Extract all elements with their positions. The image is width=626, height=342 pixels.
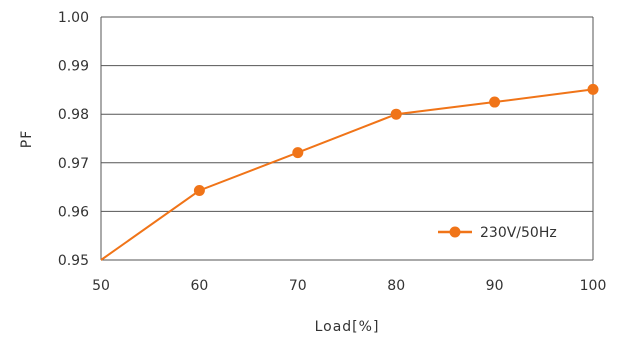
x-tick-labels: 50 60 70 80 90 100 <box>92 278 606 294</box>
y-tick-label: 1.00 <box>58 10 89 26</box>
legend-marker <box>449 226 461 238</box>
x-tick-label: 60 <box>190 278 208 294</box>
y-tick-label: 0.97 <box>58 156 89 172</box>
x-tick-label: 50 <box>92 278 110 294</box>
legend: 230V/50Hz <box>438 225 557 241</box>
series-group <box>100 83 599 261</box>
data-point <box>292 147 304 159</box>
data-point <box>193 185 205 197</box>
x-tick-label: 100 <box>580 278 607 294</box>
series-line <box>100 88 594 261</box>
x-axis-title: Load[%] <box>315 319 380 335</box>
x-tick-label: 90 <box>486 278 504 294</box>
y-axis-title: PF <box>19 130 35 149</box>
legend-label: 230V/50Hz <box>480 225 557 241</box>
y-tick-label: 0.99 <box>58 59 89 75</box>
y-tick-label: 0.98 <box>58 107 89 123</box>
y-tick-label: 0.95 <box>58 253 89 269</box>
data-point <box>390 108 402 120</box>
x-tick-label: 80 <box>387 278 405 294</box>
x-tick-label: 70 <box>289 278 307 294</box>
y-tick-label: 0.96 <box>58 204 89 220</box>
y-tick-labels: 0.95 0.96 0.97 0.98 0.99 1.00 <box>58 10 89 269</box>
grid <box>101 16 593 212</box>
data-point <box>489 96 501 108</box>
data-point <box>587 83 599 95</box>
axes <box>100 17 594 261</box>
